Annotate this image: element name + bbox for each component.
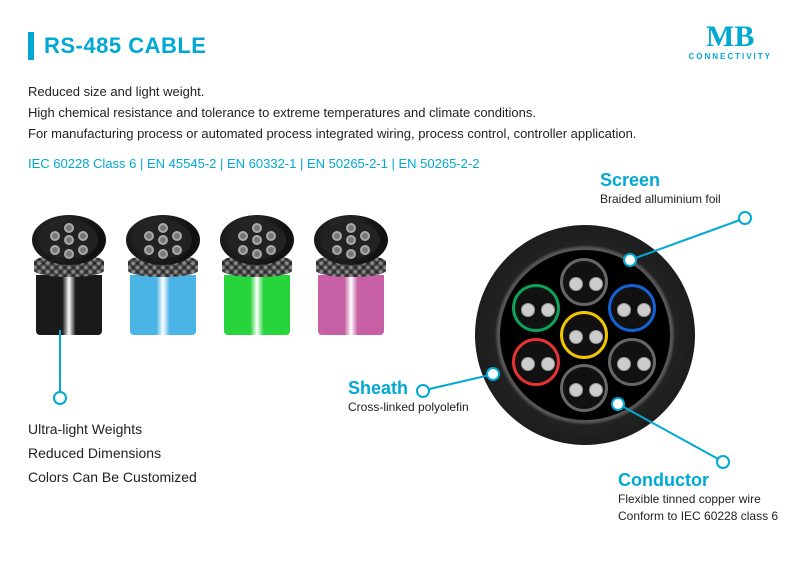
- conductor-pair: [560, 311, 608, 359]
- feature-item: Reduced Dimensions: [28, 442, 197, 466]
- sheath-sub: Cross-linked polyolefin: [348, 399, 469, 416]
- features-list: Ultra-light Weights Reduced Dimensions C…: [28, 418, 197, 489]
- desc-line: Reduced size and light weight.: [28, 82, 636, 103]
- screen-sub: Braided alluminium foil: [600, 191, 721, 208]
- conductor-pair: [512, 338, 560, 386]
- conductor-pair: [560, 258, 608, 306]
- title-stripe: [28, 32, 34, 60]
- cable-variant: [28, 205, 110, 335]
- page-title: RS-485 CABLE: [44, 33, 206, 59]
- logo-text: MB: [688, 22, 772, 52]
- sheath-callout: Sheath Cross-linked polyolefin: [348, 378, 469, 416]
- conductor-callout: Conductor Flexible tinned copper wire Co…: [618, 470, 778, 525]
- cross-section-diagram: [475, 225, 695, 445]
- conductor-pair: [560, 364, 608, 412]
- screen-callout: Screen Braided alluminium foil: [600, 170, 721, 208]
- brand-logo: MB CONNECTIVITY: [688, 22, 772, 61]
- standards-line: IEC 60228 Class 6 | EN 45545-2 | EN 6033…: [28, 156, 479, 171]
- conductor-sub: Flexible tinned copper wire: [618, 491, 778, 508]
- cable-variants: [28, 205, 392, 335]
- screen-title: Screen: [600, 170, 721, 191]
- conductor-title: Conductor: [618, 470, 778, 491]
- conductor-pair: [608, 338, 656, 386]
- conductor-pair: [512, 284, 560, 332]
- cable-variant: [310, 205, 392, 335]
- desc-line: High chemical resistance and tolerance t…: [28, 103, 636, 124]
- cross-section-inner: [500, 250, 670, 420]
- conductor-sub: Conform to IEC 60228 class 6: [618, 508, 778, 525]
- feature-item: Ultra-light Weights: [28, 418, 197, 442]
- logo-subtext: CONNECTIVITY: [688, 52, 772, 61]
- cable-variant: [122, 205, 204, 335]
- sheath-title: Sheath: [348, 378, 469, 399]
- features-connector: [40, 330, 80, 410]
- desc-line: For manufacturing process or automated p…: [28, 124, 636, 145]
- cable-variant: [216, 205, 298, 335]
- conductor-pair: [608, 284, 656, 332]
- description-block: Reduced size and light weight. High chem…: [28, 82, 636, 144]
- title-bar: RS-485 CABLE: [28, 32, 206, 60]
- feature-item: Colors Can Be Customized: [28, 466, 197, 490]
